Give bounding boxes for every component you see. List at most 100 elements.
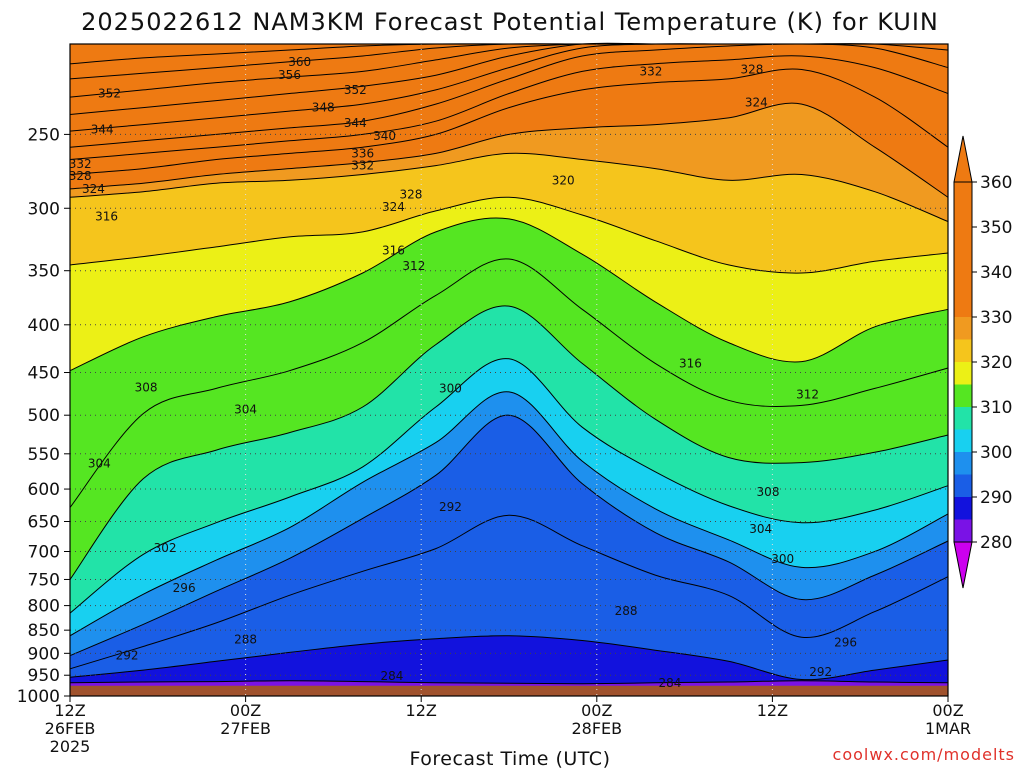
y-tick-label: 750	[28, 570, 60, 590]
colorbar-swatch	[954, 384, 972, 407]
contour-label: 324	[745, 95, 768, 109]
contour-label: 332	[69, 157, 92, 171]
y-tick-label: 1000	[17, 687, 60, 707]
y-tick-label: 850	[28, 621, 60, 641]
isentrope-288	[69, 635, 949, 681]
colorbar-swatch	[954, 407, 972, 430]
x-tick-label: 12Z	[757, 701, 788, 720]
isentrope-292	[69, 514, 949, 670]
colorbar-tick-label: 360	[980, 173, 1012, 193]
y-tick-label: 250	[28, 125, 60, 145]
contour-label: 296	[834, 635, 857, 649]
colorbar-swatch	[954, 429, 972, 452]
contour-label: 284	[380, 669, 403, 683]
colorbar-tick-label: 290	[980, 488, 1012, 508]
contour-label: 356	[278, 68, 301, 82]
contour-label: 352	[98, 87, 121, 101]
y-tick-label: 800	[28, 597, 60, 617]
colorbar-tick-label: 330	[980, 308, 1012, 328]
contour-label: 308	[757, 485, 780, 499]
colorbar-swatch	[954, 227, 972, 250]
colorbar-swatch	[954, 452, 972, 475]
colorbar-swatch	[954, 249, 972, 272]
y-tick-label: 900	[28, 644, 60, 664]
colorbar-swatch	[954, 294, 972, 317]
x-tick-label: 12Z	[406, 701, 437, 720]
x-tick-label: 1MAR	[925, 719, 971, 738]
isentrope-332	[69, 68, 949, 175]
contour-label: 344	[344, 116, 367, 130]
contour-label: 340	[373, 129, 396, 143]
contour-label: 320	[552, 173, 575, 187]
contour-label: 328	[740, 63, 763, 77]
isentrope-300	[69, 391, 949, 637]
contour-label: 300	[439, 381, 462, 395]
contour-label: 352	[344, 83, 367, 97]
y-tick-label: 950	[28, 666, 60, 686]
colorbar-top-arrow	[953, 135, 973, 183]
contour-label: 332	[639, 64, 662, 78]
x-axis-label: Forecast Time (UTC)	[410, 748, 611, 768]
colorbar-swatch	[954, 182, 972, 205]
colorbar-swatch	[954, 497, 972, 520]
isentrope-324	[69, 152, 949, 222]
x-tick-label: 12Z	[54, 701, 85, 720]
y-tick-label: 500	[28, 406, 60, 426]
y-tick-label: 600	[28, 480, 60, 500]
contour-label: 328	[400, 188, 423, 202]
isentrope-308	[69, 305, 949, 580]
y-axis: 250 300 350 400 450 500 550 600 650 700 750 800 850 9…	[17, 125, 70, 707]
plot-frame	[69, 43, 949, 697]
contour-label: 302	[154, 541, 177, 555]
ground-fill	[70, 685, 948, 696]
x-tick-label: 00Z	[581, 701, 612, 720]
contour-label: 292	[116, 649, 139, 663]
theta-band-360	[70, 43, 948, 64]
contour-label: 292	[809, 665, 832, 679]
chart-title: 2025022612 NAM3KM Forecast Potential Tem…	[81, 8, 939, 36]
contour-label: 316	[382, 244, 405, 258]
contour-label: 360	[288, 55, 311, 69]
isentrope-284	[69, 680, 949, 685]
isentrope-316	[69, 217, 949, 372]
x-tick-label: 00Z	[932, 701, 963, 720]
colorbar-tick-label: 350	[980, 218, 1012, 238]
y-tick-label: 300	[28, 199, 60, 219]
colorbar-swatch	[954, 317, 972, 340]
colorbar-swatch	[954, 339, 972, 362]
credit-link[interactable]: coolwx.com/modelts	[833, 745, 1015, 764]
contour-label: 296	[173, 581, 196, 595]
colorbar-swatch	[954, 474, 972, 497]
contour-label: 300	[771, 552, 794, 566]
contour-label: 312	[402, 259, 425, 273]
x-tick-label: 27FEB	[220, 719, 271, 738]
isentrope-328	[69, 102, 949, 198]
colorbar-swatch	[954, 272, 972, 295]
isentrope-312	[69, 258, 949, 508]
x-tick-label: 2025	[50, 737, 91, 756]
colorbar: 280 290 300 310 320 330 340 350 360	[953, 135, 1012, 589]
isentrope-320	[69, 196, 949, 274]
colorbar-tick-label: 320	[980, 353, 1012, 373]
contour-label: 288	[615, 604, 638, 618]
x-tick-label: 26FEB	[45, 719, 96, 738]
contour-label: 312	[796, 387, 819, 401]
contour-label: 304	[88, 456, 111, 470]
y-tick-label: 550	[28, 445, 60, 465]
isentrope-304	[69, 358, 949, 614]
colorbar-tick-label: 280	[980, 533, 1012, 553]
colorbar-swatch	[954, 362, 972, 385]
contour-label: 284	[659, 676, 682, 690]
contour-label: 344	[91, 123, 114, 137]
contour-label: 332	[351, 159, 374, 173]
contour-label: 328	[69, 169, 92, 183]
theta-band-356	[70, 43, 948, 79]
contour-label: 288	[234, 633, 257, 647]
colorbar-tick-label: 340	[980, 263, 1012, 283]
y-tick-label: 450	[28, 364, 60, 384]
isentrope-296	[69, 414, 949, 657]
y-tick-label: 650	[28, 512, 60, 532]
isentrope-336	[69, 55, 949, 160]
contour-label: 336	[351, 146, 374, 160]
